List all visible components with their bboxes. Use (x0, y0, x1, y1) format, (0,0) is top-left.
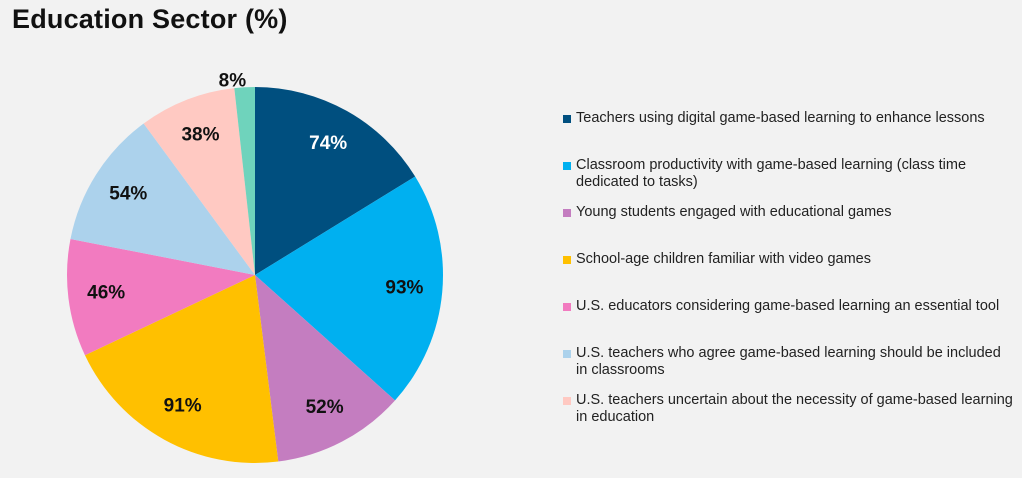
legend-item: Young students engaged with educational … (563, 204, 1013, 251)
legend-item: Classroom productivity with game-based l… (563, 157, 1013, 204)
legend-swatch (563, 162, 571, 170)
slice-value-label: 91% (164, 395, 202, 416)
pie-slice (255, 275, 396, 462)
legend-label: U.S. teachers who agree game-based learn… (576, 345, 1001, 378)
legend-item: U.S. teachers uncertain about the necess… (563, 392, 1013, 439)
legend-item: U.S. teachers who agree game-based learn… (563, 345, 1013, 392)
slice-value-label: 54% (109, 184, 147, 205)
slice-value-label: 52% (306, 397, 344, 418)
legend-swatch (563, 256, 571, 264)
slice-value-label: 46% (87, 283, 125, 304)
legend-swatch (563, 209, 571, 217)
slice-value-label: 38% (181, 124, 219, 145)
legend-swatch (563, 397, 571, 405)
legend-item: Teachers using digital game-based learni… (563, 110, 1013, 157)
chart-legend: Teachers using digital game-based learni… (563, 110, 1013, 439)
legend-swatch (563, 303, 571, 311)
chart-title: Education Sector (%) (12, 4, 288, 34)
legend-swatch (563, 350, 571, 358)
legend-label: U.S. educators considering game-based le… (576, 298, 1000, 314)
slice-value-label: 8% (219, 70, 247, 91)
pie-slice (255, 176, 444, 401)
legend-swatch (563, 115, 571, 123)
slice-value-label: 93% (385, 277, 423, 298)
pie-chart: 74% 93% 52% 91% 46% 54% 38% 8% (67, 70, 444, 464)
slice-value-label: 74% (309, 133, 347, 154)
pie-slice (84, 275, 279, 464)
pie-slice (234, 87, 255, 275)
legend-label: Teachers using digital game-based learni… (576, 110, 985, 126)
pie-slice (255, 87, 416, 275)
pie-slice (67, 238, 255, 356)
legend-label: School-age children familiar with video … (576, 251, 871, 267)
legend-item: U.S. educators considering game-based le… (563, 298, 1013, 345)
legend-item: School-age children familiar with video … (563, 251, 1013, 298)
pie-slice (143, 88, 255, 275)
legend-label: Classroom productivity with game-based l… (576, 157, 967, 190)
legend-label: Young students engaged with educational … (576, 204, 892, 220)
pie-slice (70, 123, 256, 276)
legend-label: U.S. teachers uncertain about the necess… (576, 392, 1013, 425)
